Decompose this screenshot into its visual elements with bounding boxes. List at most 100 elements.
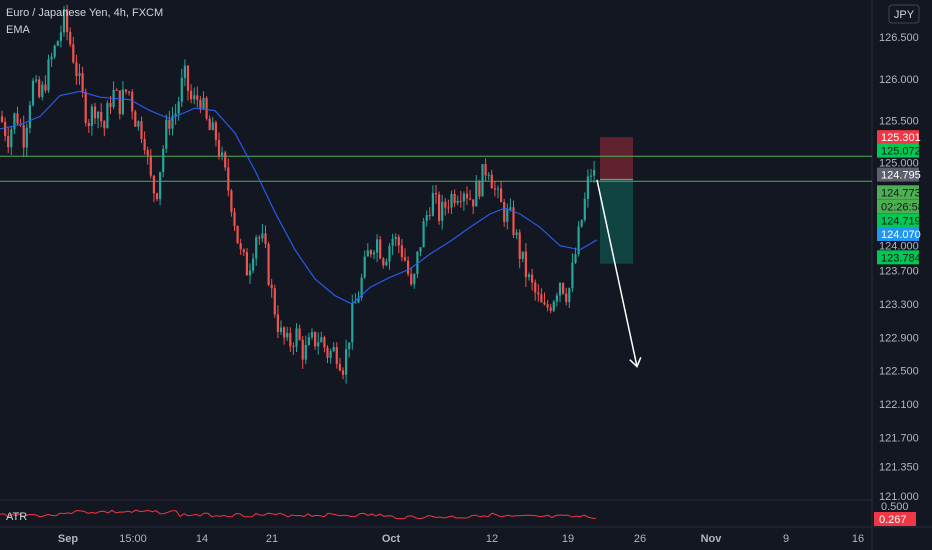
price-axis-tick: 125.500 xyxy=(879,116,919,128)
time-axis[interactable]: Sep 15:00 14 21 Oct 12 19 26 Nov 9 16 xyxy=(58,533,864,545)
candle-body xyxy=(47,59,50,91)
candle-body xyxy=(183,65,186,78)
candle-body xyxy=(69,31,72,45)
currency-button[interactable] xyxy=(888,4,920,24)
candle-body xyxy=(214,122,217,140)
candle-body xyxy=(193,95,196,100)
candle-body xyxy=(413,274,416,285)
candle-body xyxy=(314,331,317,347)
candle-body xyxy=(186,65,190,91)
candle-body xyxy=(286,332,289,338)
candle-body xyxy=(78,73,81,77)
candle-body xyxy=(323,337,326,348)
candle-body xyxy=(224,152,227,168)
candle-body xyxy=(103,121,106,129)
candle-body xyxy=(84,91,87,123)
candle-body xyxy=(400,245,403,258)
candle-body xyxy=(81,73,84,92)
candle-body xyxy=(106,103,109,129)
candle-body xyxy=(372,252,376,255)
candle-body xyxy=(534,282,537,293)
candle-body xyxy=(500,188,503,203)
candle-body xyxy=(264,233,267,244)
candle-body xyxy=(22,125,25,148)
candle-body xyxy=(363,256,366,278)
candle-body xyxy=(75,62,78,77)
atr-layer xyxy=(0,509,597,520)
candle-body xyxy=(174,113,177,116)
candle-body xyxy=(518,232,521,260)
price-axis-tick: 121.350 xyxy=(879,462,919,474)
candle-body xyxy=(524,251,527,278)
candle-body xyxy=(527,274,531,278)
candle-body xyxy=(56,41,59,46)
candle-body xyxy=(493,188,496,190)
price-axis-tick: 122.100 xyxy=(879,399,919,411)
candle-body xyxy=(276,314,279,332)
candle-body xyxy=(118,90,121,115)
candle-body xyxy=(537,292,540,295)
candle-body xyxy=(351,303,354,343)
indicator-label: EMA xyxy=(6,24,31,36)
candle-body xyxy=(0,116,4,122)
candle-body xyxy=(462,193,465,202)
price-label-badge xyxy=(877,226,919,241)
candle-body xyxy=(326,347,329,358)
candle-body xyxy=(515,232,518,236)
candle-body xyxy=(90,106,93,127)
candle-body xyxy=(38,79,41,97)
candle-body xyxy=(233,211,236,226)
candle-body xyxy=(41,84,44,97)
price-label-text: 125.301 xyxy=(881,132,921,144)
candle-body xyxy=(109,103,112,108)
price-axis-tick: 124.000 xyxy=(879,241,919,253)
candle-body xyxy=(407,260,410,275)
candle-body xyxy=(295,328,298,347)
price-axis-tick: 121.700 xyxy=(879,432,919,444)
candle-body xyxy=(484,164,487,176)
candle-body xyxy=(317,342,320,347)
candle-body xyxy=(230,190,233,212)
arrow-layer xyxy=(596,179,642,368)
projection-arrow-head xyxy=(629,357,642,368)
candle-body xyxy=(245,251,248,276)
candle-body xyxy=(128,91,131,93)
price-label-text: 124.070 xyxy=(881,229,921,241)
candle-body xyxy=(97,111,100,119)
candle-body xyxy=(329,350,332,358)
candle-body xyxy=(205,97,208,119)
candle-body xyxy=(546,304,549,308)
candle-body xyxy=(472,199,475,207)
candle-body xyxy=(320,337,323,343)
atr-value-badge xyxy=(874,512,916,526)
candle-body xyxy=(540,294,543,303)
candle-body xyxy=(310,331,314,338)
candle-body xyxy=(221,152,224,157)
time-axis-tick: Oct xyxy=(382,533,401,545)
price-axis-tick: 126.500 xyxy=(879,32,919,44)
candle-body xyxy=(258,237,261,239)
candle-body xyxy=(589,175,593,177)
candle-body xyxy=(13,113,16,130)
candle-body xyxy=(487,174,490,176)
candle-body xyxy=(506,209,509,222)
candle-body xyxy=(465,193,469,199)
candle-body xyxy=(199,99,202,109)
candle-body xyxy=(202,97,205,109)
price-label-badge xyxy=(877,213,919,228)
candle-body xyxy=(307,337,310,345)
ema-line xyxy=(0,90,598,305)
candle-body xyxy=(586,176,589,199)
candle-body xyxy=(425,215,428,222)
candle-body xyxy=(211,122,214,130)
candle-body xyxy=(335,347,338,365)
chart-title: Euro / Japanese Yen, 4h, FXCM xyxy=(6,7,163,19)
price-label-text: 124.795 xyxy=(881,170,921,182)
candle-body xyxy=(475,181,478,207)
candle-body xyxy=(568,288,571,303)
candle-body xyxy=(25,127,28,148)
price-label-text: 124.773 xyxy=(881,187,921,199)
candle-body xyxy=(403,257,407,261)
